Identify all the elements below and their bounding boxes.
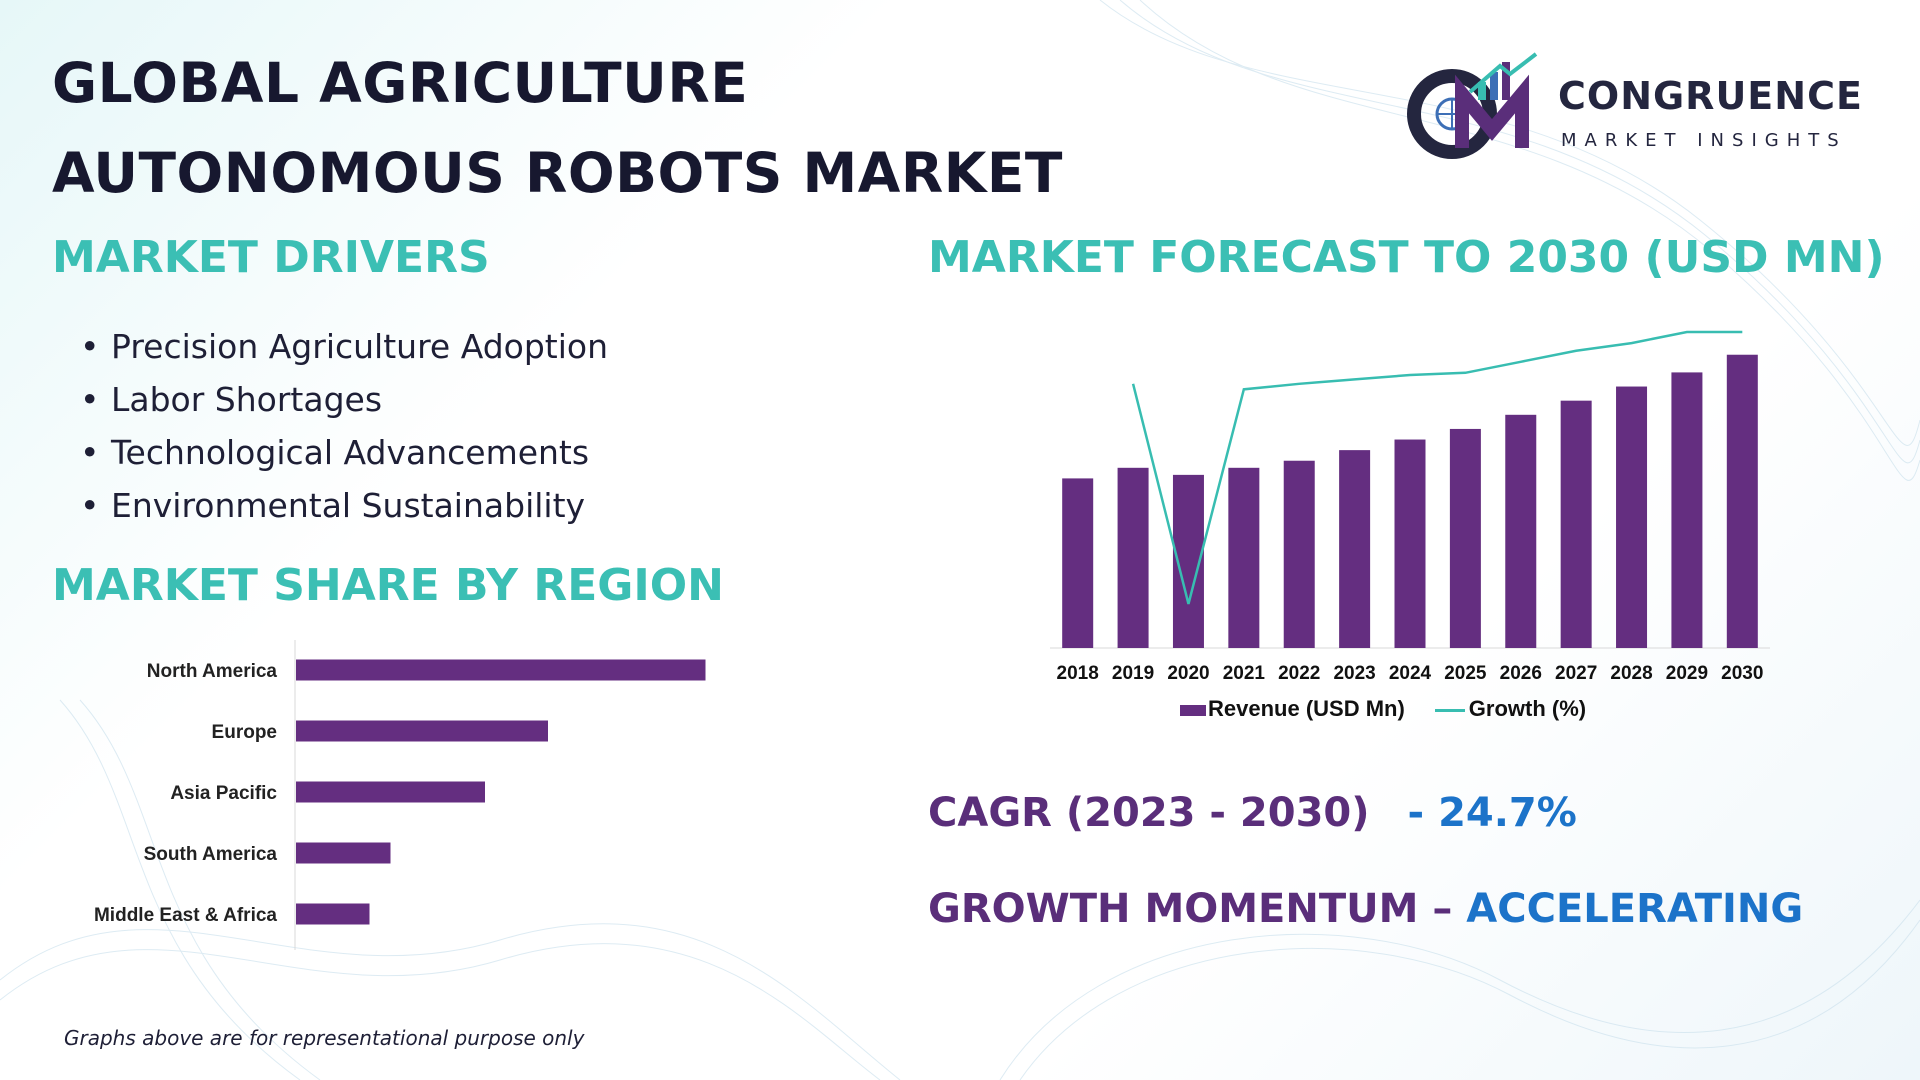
region-label: North America <box>147 661 278 682</box>
revenue-bar <box>1449 428 1481 648</box>
market-drivers-list: • Precision Agriculture Adoption • Labor S… <box>80 320 608 532</box>
year-tick-label: 2022 <box>1278 663 1320 684</box>
region-label: Europe <box>212 722 277 743</box>
region-bar <box>296 903 370 925</box>
market-share-region-heading: MARKET SHARE BY REGION <box>52 560 724 611</box>
growth-line <box>1131 330 1743 605</box>
year-tick-label: 2024 <box>1389 663 1432 684</box>
logo-icon <box>1407 52 1538 159</box>
revenue-legend-swatch <box>1180 704 1206 716</box>
year-tick-label: 2020 <box>1167 663 1209 684</box>
page-title: GLOBAL AGRICULTURE AUTONOMOUS ROBOTS MAR… <box>52 38 1063 218</box>
year-tick-label: 2026 <box>1500 663 1542 684</box>
year-tick-label: 2023 <box>1333 663 1375 684</box>
region-label: Asia Pacific <box>170 783 277 804</box>
region-label: Middle East & Africa <box>94 905 277 926</box>
momentum-label: GROWTH MOMENTUM – <box>928 886 1453 932</box>
year-tick-label: 2030 <box>1721 663 1763 684</box>
revenue-bar <box>1228 467 1260 648</box>
region-label: South America <box>144 844 278 865</box>
revenue-bar <box>1616 386 1648 648</box>
year-tick-label: 2027 <box>1555 663 1597 684</box>
company-logo: CONGRUENCE MARKET INSIGHTS <box>1400 52 1870 162</box>
driver-item: • Precision Agriculture Adoption <box>80 327 608 366</box>
revenue-bar <box>1117 467 1149 648</box>
forecast-chart: 2018 2019 2020 2021 2022 2023 2024 2025 2026 2027… <box>1050 330 1770 684</box>
year-tick-label: 2029 <box>1666 663 1708 684</box>
revenue-bar <box>1062 478 1094 648</box>
forecast-legend: Revenue (USD Mn) Growth (%) <box>1180 696 1586 722</box>
revenue-bar <box>1726 354 1758 648</box>
legend-growth-label: Growth (%) <box>1468 696 1587 721</box>
growth-legend-line <box>1434 708 1465 712</box>
cagr-value: - 24.7% <box>1407 790 1577 836</box>
cagr-statement: CAGR (2023 - 2030) - 24.7% <box>928 790 1577 836</box>
driver-item: • Environmental Sustainability <box>80 486 586 525</box>
momentum-value: ACCELERATING <box>1466 886 1804 932</box>
year-tick-label: 2018 <box>1057 663 1099 684</box>
region-bar <box>296 720 548 742</box>
driver-item: • Technological Advancements <box>80 433 590 472</box>
revenue-bar <box>1671 372 1703 648</box>
region-share-chart: North America Europe Asia Pacific South Ame… <box>94 640 706 950</box>
year-tick-label: 2019 <box>1112 663 1154 684</box>
driver-item: • Labor Shortages <box>80 380 383 419</box>
revenue-bar <box>1283 460 1315 648</box>
cagr-label: CAGR (2023 - 2030) <box>928 790 1370 836</box>
revenue-bar <box>1339 450 1371 648</box>
year-tick-label: 2028 <box>1610 663 1652 684</box>
market-forecast-heading: MARKET FORECAST TO 2030 (USD MN) <box>928 232 1885 283</box>
market-drivers-heading: MARKET DRIVERS <box>52 232 490 283</box>
region-bar <box>296 659 706 681</box>
year-tick-label: 2025 <box>1444 663 1487 684</box>
region-bar <box>296 842 391 864</box>
title-line-2: AUTONOMOUS ROBOTS MARKET <box>52 141 1063 205</box>
logo-subtitle: MARKET INSIGHTS <box>1561 130 1847 151</box>
growth-momentum-statement: GROWTH MOMENTUM – ACCELERATING <box>928 886 1803 932</box>
footnote: Graphs above are for representational pu… <box>64 1026 585 1050</box>
revenue-bar <box>1394 439 1426 648</box>
revenue-bar <box>1505 414 1537 648</box>
year-tick-label: 2021 <box>1223 663 1266 684</box>
title-line-1: GLOBAL AGRICULTURE <box>52 51 749 115</box>
legend-revenue-label: Revenue (USD Mn) <box>1208 696 1405 721</box>
logo-name: CONGRUENCE <box>1558 74 1863 118</box>
revenue-bar <box>1560 400 1592 648</box>
region-bar <box>296 781 485 803</box>
